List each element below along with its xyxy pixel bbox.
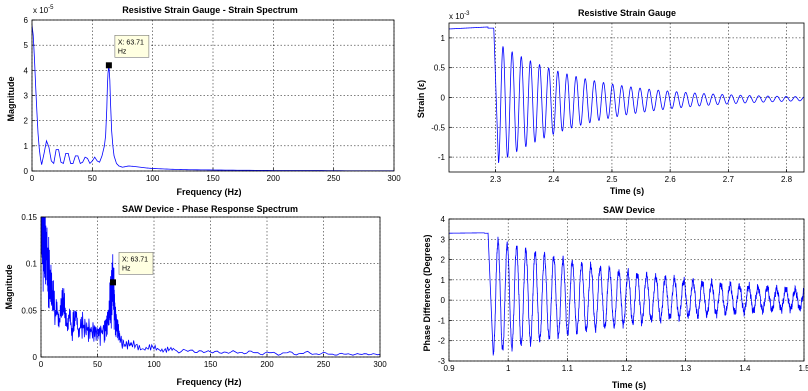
x-tick-label: 1.1 bbox=[562, 364, 574, 373]
y-tick-label: 1 bbox=[441, 276, 446, 285]
y-tick-label: 0 bbox=[33, 353, 38, 362]
chart-strain-time: Resistive Strain Gauge x 10-3 Strain (ε)… bbox=[416, 8, 805, 196]
y-tick-label: -1 bbox=[438, 153, 446, 162]
x-tick-label: 2.6 bbox=[665, 175, 677, 184]
y-tick-label: -0.5 bbox=[431, 123, 445, 132]
x-tick-label: 150 bbox=[206, 174, 220, 183]
x-tick-label: 2.3 bbox=[490, 175, 502, 184]
x-tick-label: 300 bbox=[373, 360, 387, 369]
x-tick-label: 2.5 bbox=[606, 175, 618, 184]
x-tick-label: 50 bbox=[88, 174, 97, 183]
x-tick-label: 1.2 bbox=[621, 364, 633, 373]
x-axis-label: Time (s) bbox=[610, 186, 644, 196]
y-tick-label: 0.05 bbox=[21, 306, 37, 315]
y-tick-label: 0.1 bbox=[26, 260, 38, 269]
y-tick-label: 0 bbox=[441, 94, 446, 103]
x-tick-label: 300 bbox=[387, 174, 401, 183]
x-tick-label: 50 bbox=[93, 360, 102, 369]
x-tick-label: 1.5 bbox=[798, 364, 808, 373]
chart-strain-spectrum: Resistive Strain Gauge - Strain Spectrum… bbox=[6, 5, 401, 197]
datatip-unit-label: Hz bbox=[122, 265, 131, 272]
chart-saw-spectrum: SAW Device - Phase Response Spectrum Mag… bbox=[4, 204, 387, 387]
x-tick-label: 200 bbox=[267, 174, 281, 183]
y-tick-label: 0 bbox=[24, 167, 29, 176]
y-tick-label: 4 bbox=[24, 66, 29, 75]
chart-saw-time: SAW Device Phase Difference (Degrees) Ti… bbox=[422, 205, 808, 390]
chart-title: Resistive Strain Gauge - Strain Spectrum bbox=[122, 5, 298, 15]
x-tick-label: 250 bbox=[327, 174, 341, 183]
y-exponent: x 10-3 bbox=[449, 11, 470, 21]
x-tick-label: 0 bbox=[39, 360, 44, 369]
datatip-x-label: X: 63.71 bbox=[122, 256, 148, 263]
x-tick-label: 100 bbox=[146, 174, 160, 183]
y-tick-label: 2 bbox=[24, 117, 29, 126]
x-axis-label: Frequency (Hz) bbox=[176, 377, 241, 387]
y-tick-label: 0.5 bbox=[434, 64, 446, 73]
axes-frame bbox=[448, 22, 805, 173]
datatip-marker[interactable] bbox=[109, 279, 116, 286]
x-tick-label: 100 bbox=[147, 360, 161, 369]
series-line bbox=[32, 24, 394, 171]
y-axis-label: Strain (ε) bbox=[416, 80, 426, 118]
x-tick-label: 0 bbox=[30, 174, 35, 183]
x-axis-label: Time (s) bbox=[612, 380, 646, 390]
y-tick-label: -3 bbox=[438, 357, 446, 366]
x-tick-label: 0.9 bbox=[443, 364, 455, 373]
datatip-x-label: X: 63.71 bbox=[118, 39, 144, 46]
y-tick-label: 4 bbox=[441, 215, 446, 224]
y-axis-label: Phase Difference (Degrees) bbox=[422, 234, 432, 351]
y-axis-label: Magnitude bbox=[6, 77, 16, 122]
series-line bbox=[41, 217, 380, 356]
axes-frame bbox=[448, 218, 805, 362]
x-tick-label: 1 bbox=[506, 364, 511, 373]
y-tick-label: 5 bbox=[24, 41, 29, 50]
axes-frame bbox=[40, 216, 381, 358]
x-tick-label: 2.4 bbox=[548, 175, 560, 184]
y-tick-label: 2 bbox=[441, 256, 446, 265]
y-tick-label: 1 bbox=[24, 142, 29, 151]
datatip-marker[interactable] bbox=[105, 62, 112, 69]
y-tick-label: -2 bbox=[438, 337, 446, 346]
chart-title: SAW Device bbox=[603, 205, 655, 215]
x-axis-label: Frequency (Hz) bbox=[176, 187, 241, 197]
axes-frame bbox=[31, 19, 395, 172]
y-tick-label: 3 bbox=[441, 235, 446, 244]
datatip-unit-label: Hz bbox=[118, 48, 127, 55]
y-tick-label: 0 bbox=[441, 296, 446, 305]
x-tick-label: 1.4 bbox=[739, 364, 751, 373]
x-tick-label: 200 bbox=[260, 360, 274, 369]
y-tick-label: 3 bbox=[24, 92, 29, 101]
x-tick-label: 250 bbox=[317, 360, 331, 369]
y-tick-label: 0.15 bbox=[21, 213, 37, 222]
chart-title: SAW Device - Phase Response Spectrum bbox=[122, 204, 298, 214]
x-tick-label: 2.8 bbox=[781, 175, 793, 184]
plot-area bbox=[32, 20, 394, 171]
y-tick-label: 6 bbox=[24, 16, 29, 25]
datatip-box bbox=[114, 34, 150, 58]
x-tick-label: 2.7 bbox=[723, 175, 735, 184]
y-exponent: x 10-5 bbox=[33, 5, 54, 15]
x-tick-label: 150 bbox=[204, 360, 218, 369]
y-tick-label: 1 bbox=[441, 34, 446, 43]
y-axis-label: Magnitude bbox=[4, 265, 14, 310]
y-tick-label: -1 bbox=[438, 316, 446, 325]
chart-title: Resistive Strain Gauge bbox=[578, 8, 676, 18]
series-line bbox=[449, 26, 804, 163]
series-line bbox=[449, 232, 804, 356]
x-tick-label: 1.3 bbox=[680, 364, 692, 373]
datatip-box bbox=[118, 252, 154, 275]
